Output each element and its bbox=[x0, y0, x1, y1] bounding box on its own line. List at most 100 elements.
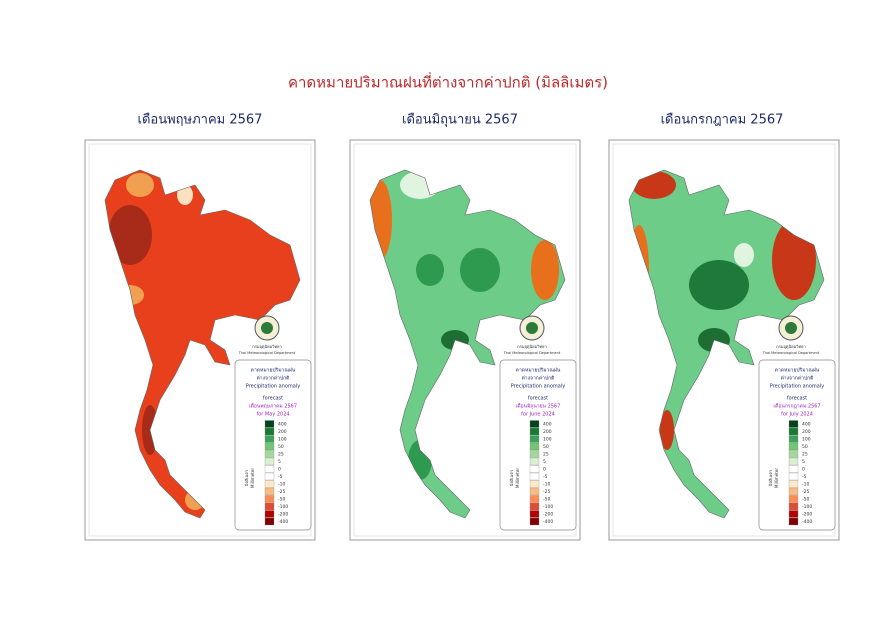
legend-swatch bbox=[529, 517, 540, 526]
legend-swatch bbox=[264, 450, 275, 458]
legend-swatch bbox=[788, 442, 799, 451]
legend-level-label: -5 bbox=[802, 474, 807, 480]
legend-level-label: 0 bbox=[802, 467, 805, 473]
legend-forecast: forecast bbox=[528, 396, 548, 402]
anomaly-area bbox=[660, 410, 674, 450]
panel-title: เดือนกรกฎาคม 2567 bbox=[661, 112, 784, 128]
legend-level-label: -100 bbox=[278, 504, 288, 510]
legend-swatch bbox=[529, 435, 540, 443]
legend-unit-th: มิลลิเมตร bbox=[768, 469, 773, 487]
legend-month-en: for May 2024 bbox=[256, 412, 289, 418]
legend-swatch bbox=[264, 457, 275, 466]
legend-swatch bbox=[788, 502, 799, 511]
legend-swatch bbox=[529, 442, 540, 451]
legend-heading: ต่างจากค่าปกติ bbox=[522, 375, 555, 382]
legend-level-label: 200 bbox=[278, 429, 287, 435]
legend-swatch bbox=[529, 487, 540, 496]
legend-heading: ต่างจากค่าปกติ bbox=[257, 375, 290, 382]
anomaly-area bbox=[531, 240, 559, 300]
legend-swatch bbox=[264, 420, 275, 428]
legend-swatch bbox=[788, 510, 799, 518]
page-title: คาดหมายปริมาณฝนที่ต่างจากค่าปกติ (มิลลิเ… bbox=[288, 72, 608, 92]
legend-unit-th: มิลลิเมตร bbox=[509, 469, 514, 487]
anomaly-area bbox=[734, 243, 754, 267]
legend-level-label: -10 bbox=[543, 482, 550, 488]
legend-swatch bbox=[264, 427, 275, 436]
country-outline bbox=[369, 169, 566, 519]
anomaly-area bbox=[177, 185, 193, 205]
legend-swatch bbox=[788, 517, 799, 526]
legend-level-label: 100 bbox=[802, 437, 811, 443]
legend-heading: คาดหมายปริมาณฝน bbox=[516, 367, 561, 374]
org-name-en: Thai Meteorological Department bbox=[503, 351, 561, 355]
legend-level-label: -25 bbox=[802, 489, 809, 495]
legend-forecast: forecast bbox=[787, 396, 807, 402]
legend-swatch bbox=[264, 465, 275, 473]
legend-level-label: 50 bbox=[278, 444, 284, 450]
legend-heading: คาดหมายปริมาณฝน bbox=[251, 367, 296, 374]
legend-level-label: 50 bbox=[802, 444, 808, 450]
legend-level-label: -50 bbox=[543, 497, 550, 503]
country-outline bbox=[104, 169, 301, 519]
legend-level-label: -10 bbox=[802, 482, 809, 488]
legend-swatch bbox=[788, 435, 799, 443]
legend-level-label: 400 bbox=[543, 422, 552, 428]
legend-level-label: -400 bbox=[543, 519, 553, 525]
map-inner-frame bbox=[612, 143, 836, 537]
legend-unit-th: มิลลิเมตร bbox=[244, 469, 249, 487]
legend-swatch bbox=[264, 472, 275, 481]
legend-swatch bbox=[788, 472, 799, 481]
legend-level-label: -200 bbox=[543, 512, 553, 518]
legend-swatch bbox=[788, 420, 799, 428]
legend-unit-en: Millimeter bbox=[774, 468, 779, 488]
legend-level-label: 400 bbox=[802, 422, 811, 428]
legend-month-th: เดือนพฤษภาคม 2567 bbox=[249, 403, 297, 410]
org-name-en: Thai Meteorological Department bbox=[762, 351, 820, 355]
legend-level-label: -200 bbox=[278, 512, 288, 518]
legend-swatch bbox=[788, 480, 799, 488]
legend-level-label: -200 bbox=[802, 512, 812, 518]
legend-level-label: -400 bbox=[278, 519, 288, 525]
legend-heading: ต่างจากค่าปกติ bbox=[781, 375, 814, 382]
legend-swatch bbox=[264, 495, 275, 503]
legend-swatch bbox=[264, 517, 275, 526]
legend-level-label: -100 bbox=[543, 504, 553, 510]
org-name-th: กรมอุตุนิยมวิทยา bbox=[252, 344, 281, 350]
legend-swatch bbox=[788, 465, 799, 473]
legend-swatch bbox=[788, 427, 799, 436]
panel-title: เดือนมิถุนายน 2567 bbox=[402, 112, 518, 128]
legend-level-label: 400 bbox=[278, 422, 287, 428]
legend-unit-en: Millimeter bbox=[250, 468, 255, 488]
legend-level-label: 25 bbox=[278, 452, 284, 458]
legend-swatch bbox=[788, 495, 799, 503]
country-outline bbox=[628, 169, 825, 519]
legend-swatch bbox=[529, 495, 540, 503]
logo-inner bbox=[261, 322, 273, 334]
legend-level-label: 5 bbox=[278, 459, 281, 465]
panel-title: เดือนพฤษภาคม 2567 bbox=[138, 112, 263, 128]
anomaly-area bbox=[126, 173, 154, 197]
legend-swatch bbox=[264, 480, 275, 488]
anomaly-area bbox=[689, 260, 749, 310]
legend-heading: คาดหมายปริมาณฝน bbox=[775, 367, 820, 374]
legend-level-label: -50 bbox=[278, 497, 285, 503]
legend-month-en: for July 2024 bbox=[781, 412, 813, 418]
map-inner-frame bbox=[88, 143, 312, 537]
legend-forecast: forecast bbox=[263, 396, 283, 402]
legend-level-label: -10 bbox=[278, 482, 285, 488]
legend-swatch bbox=[529, 502, 540, 511]
legend-swatch bbox=[264, 442, 275, 451]
legend-swatch bbox=[264, 435, 275, 443]
legend-level-label: -5 bbox=[543, 474, 548, 480]
anomaly-area bbox=[460, 248, 500, 292]
legend-level-label: -50 bbox=[802, 497, 809, 503]
legend-level-label: -25 bbox=[543, 489, 550, 495]
legend-level-label: -25 bbox=[278, 489, 285, 495]
legend-month-en: for June 2024 bbox=[521, 412, 555, 418]
legend-level-label: 50 bbox=[543, 444, 549, 450]
legend-swatch bbox=[788, 487, 799, 496]
legend-swatch bbox=[529, 510, 540, 518]
map-inner-frame bbox=[353, 143, 577, 537]
